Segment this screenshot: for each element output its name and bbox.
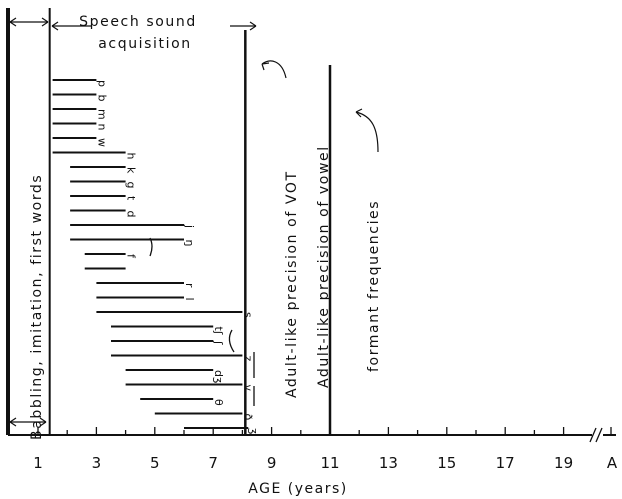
tick-label-7: 7 xyxy=(208,454,218,472)
band-labels: Babbling, imitation, first words Speech … xyxy=(29,14,382,497)
bar-label-4: w xyxy=(95,138,108,147)
bar-label-18: ʃ xyxy=(212,340,225,345)
bar-label-21: v xyxy=(241,385,254,392)
speech-sound-label-line1: Speech sound xyxy=(79,14,197,30)
band-layer xyxy=(6,8,379,435)
babbling-band-label: Babbling, imitation, first words xyxy=(29,174,45,440)
babbling-bottom-arrowheads xyxy=(9,417,47,427)
tick-label-adult: A xyxy=(607,454,618,472)
bar-label-12: f xyxy=(125,254,138,259)
bar-label-16: s xyxy=(241,312,254,318)
x-axis-title: AGE (years) xyxy=(248,481,347,497)
bar-label-7: g xyxy=(125,182,138,189)
bar-label-1: b xyxy=(95,95,108,102)
x-axis: 1 3 5 7 9 11 13 15 17 19 A xyxy=(8,427,618,472)
axis-break-mark xyxy=(589,427,603,443)
speech-left-arrowhead xyxy=(51,21,59,31)
bar-label-23: ð xyxy=(241,414,254,421)
bar-label-10: j xyxy=(183,224,196,228)
tick-label-17: 17 xyxy=(496,454,515,472)
vowel-curved-arrow xyxy=(355,108,379,153)
bar-label-6: k xyxy=(125,167,138,174)
bar-label-9: d xyxy=(125,211,138,218)
tick-label-13: 13 xyxy=(379,454,398,472)
vowel-band-label-line1: Adult-like precision of vowel xyxy=(316,145,332,388)
vowel-band-label-line2: formant frequencies xyxy=(366,200,382,372)
bar-label-14: r xyxy=(183,283,196,288)
vot-band-label: Adult-like precision of VOT xyxy=(284,170,300,398)
tick-label-19: 19 xyxy=(554,454,573,472)
bracket-ch xyxy=(228,329,235,353)
bracket-f xyxy=(149,237,153,257)
bar-label-19: z xyxy=(241,356,254,362)
speech-sound-label-line2: acquisition xyxy=(98,36,192,52)
bar-label-20: dʒ xyxy=(212,370,225,383)
babbling-top-arrowheads xyxy=(9,17,49,27)
bar-label-22: θ xyxy=(212,399,225,406)
bar-label-15: l xyxy=(183,298,196,301)
bar-label-3: n xyxy=(95,124,108,131)
tick-label-5: 5 xyxy=(150,454,160,472)
bar-label-24: ʒ xyxy=(247,428,260,434)
bar-label-0: p xyxy=(95,80,108,87)
vot-curved-arrow xyxy=(261,60,287,79)
tick-label-3: 3 xyxy=(92,454,102,472)
bar-label-5: h xyxy=(125,153,138,160)
bar-label-17: tʃ xyxy=(212,327,225,335)
bar-label-11: ŋ xyxy=(183,240,196,247)
bar-label-8: t xyxy=(125,196,138,201)
bar-label-2: m xyxy=(95,109,108,120)
tick-label-9: 9 xyxy=(267,454,277,472)
speech-right-arrowhead xyxy=(249,21,257,31)
tick-label-15: 15 xyxy=(437,454,456,472)
tick-label-11: 11 xyxy=(320,454,339,472)
tick-label-1: 1 xyxy=(33,454,43,472)
